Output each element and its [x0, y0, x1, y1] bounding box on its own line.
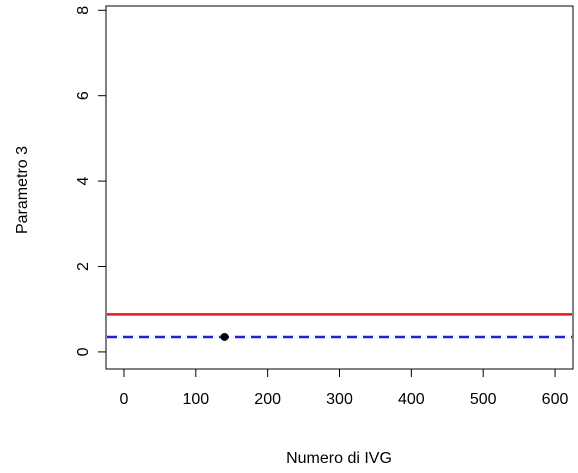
y-tick-label-1: 2 [75, 262, 92, 271]
data-point-0 [220, 332, 229, 341]
y-tick-label-4: 8 [75, 6, 92, 15]
x-tick-label-1: 100 [182, 391, 209, 408]
x-axis: 0 100 200 300 400 500 600 [120, 368, 569, 408]
x-tick-label-2: 200 [254, 391, 281, 408]
y-axis: 0 2 4 6 8 [75, 6, 107, 356]
y-tick-label-3: 6 [75, 91, 92, 100]
x-tick-label-5: 500 [470, 391, 497, 408]
x-tick-label-0: 0 [120, 391, 129, 408]
reference-lines [107, 313, 572, 339]
x-tick-label-3: 300 [326, 391, 353, 408]
data-points [220, 332, 229, 341]
x-tick-label-6: 600 [542, 391, 569, 408]
y-axis-title: Parametro 3 [14, 146, 31, 234]
y-tick-label-2: 4 [75, 177, 92, 186]
x-axis-title: Numero di IVG [286, 450, 392, 467]
plot-area [105, 5, 574, 370]
x-tick-label-4: 400 [398, 391, 425, 408]
y-tick-label-0: 0 [75, 347, 92, 356]
